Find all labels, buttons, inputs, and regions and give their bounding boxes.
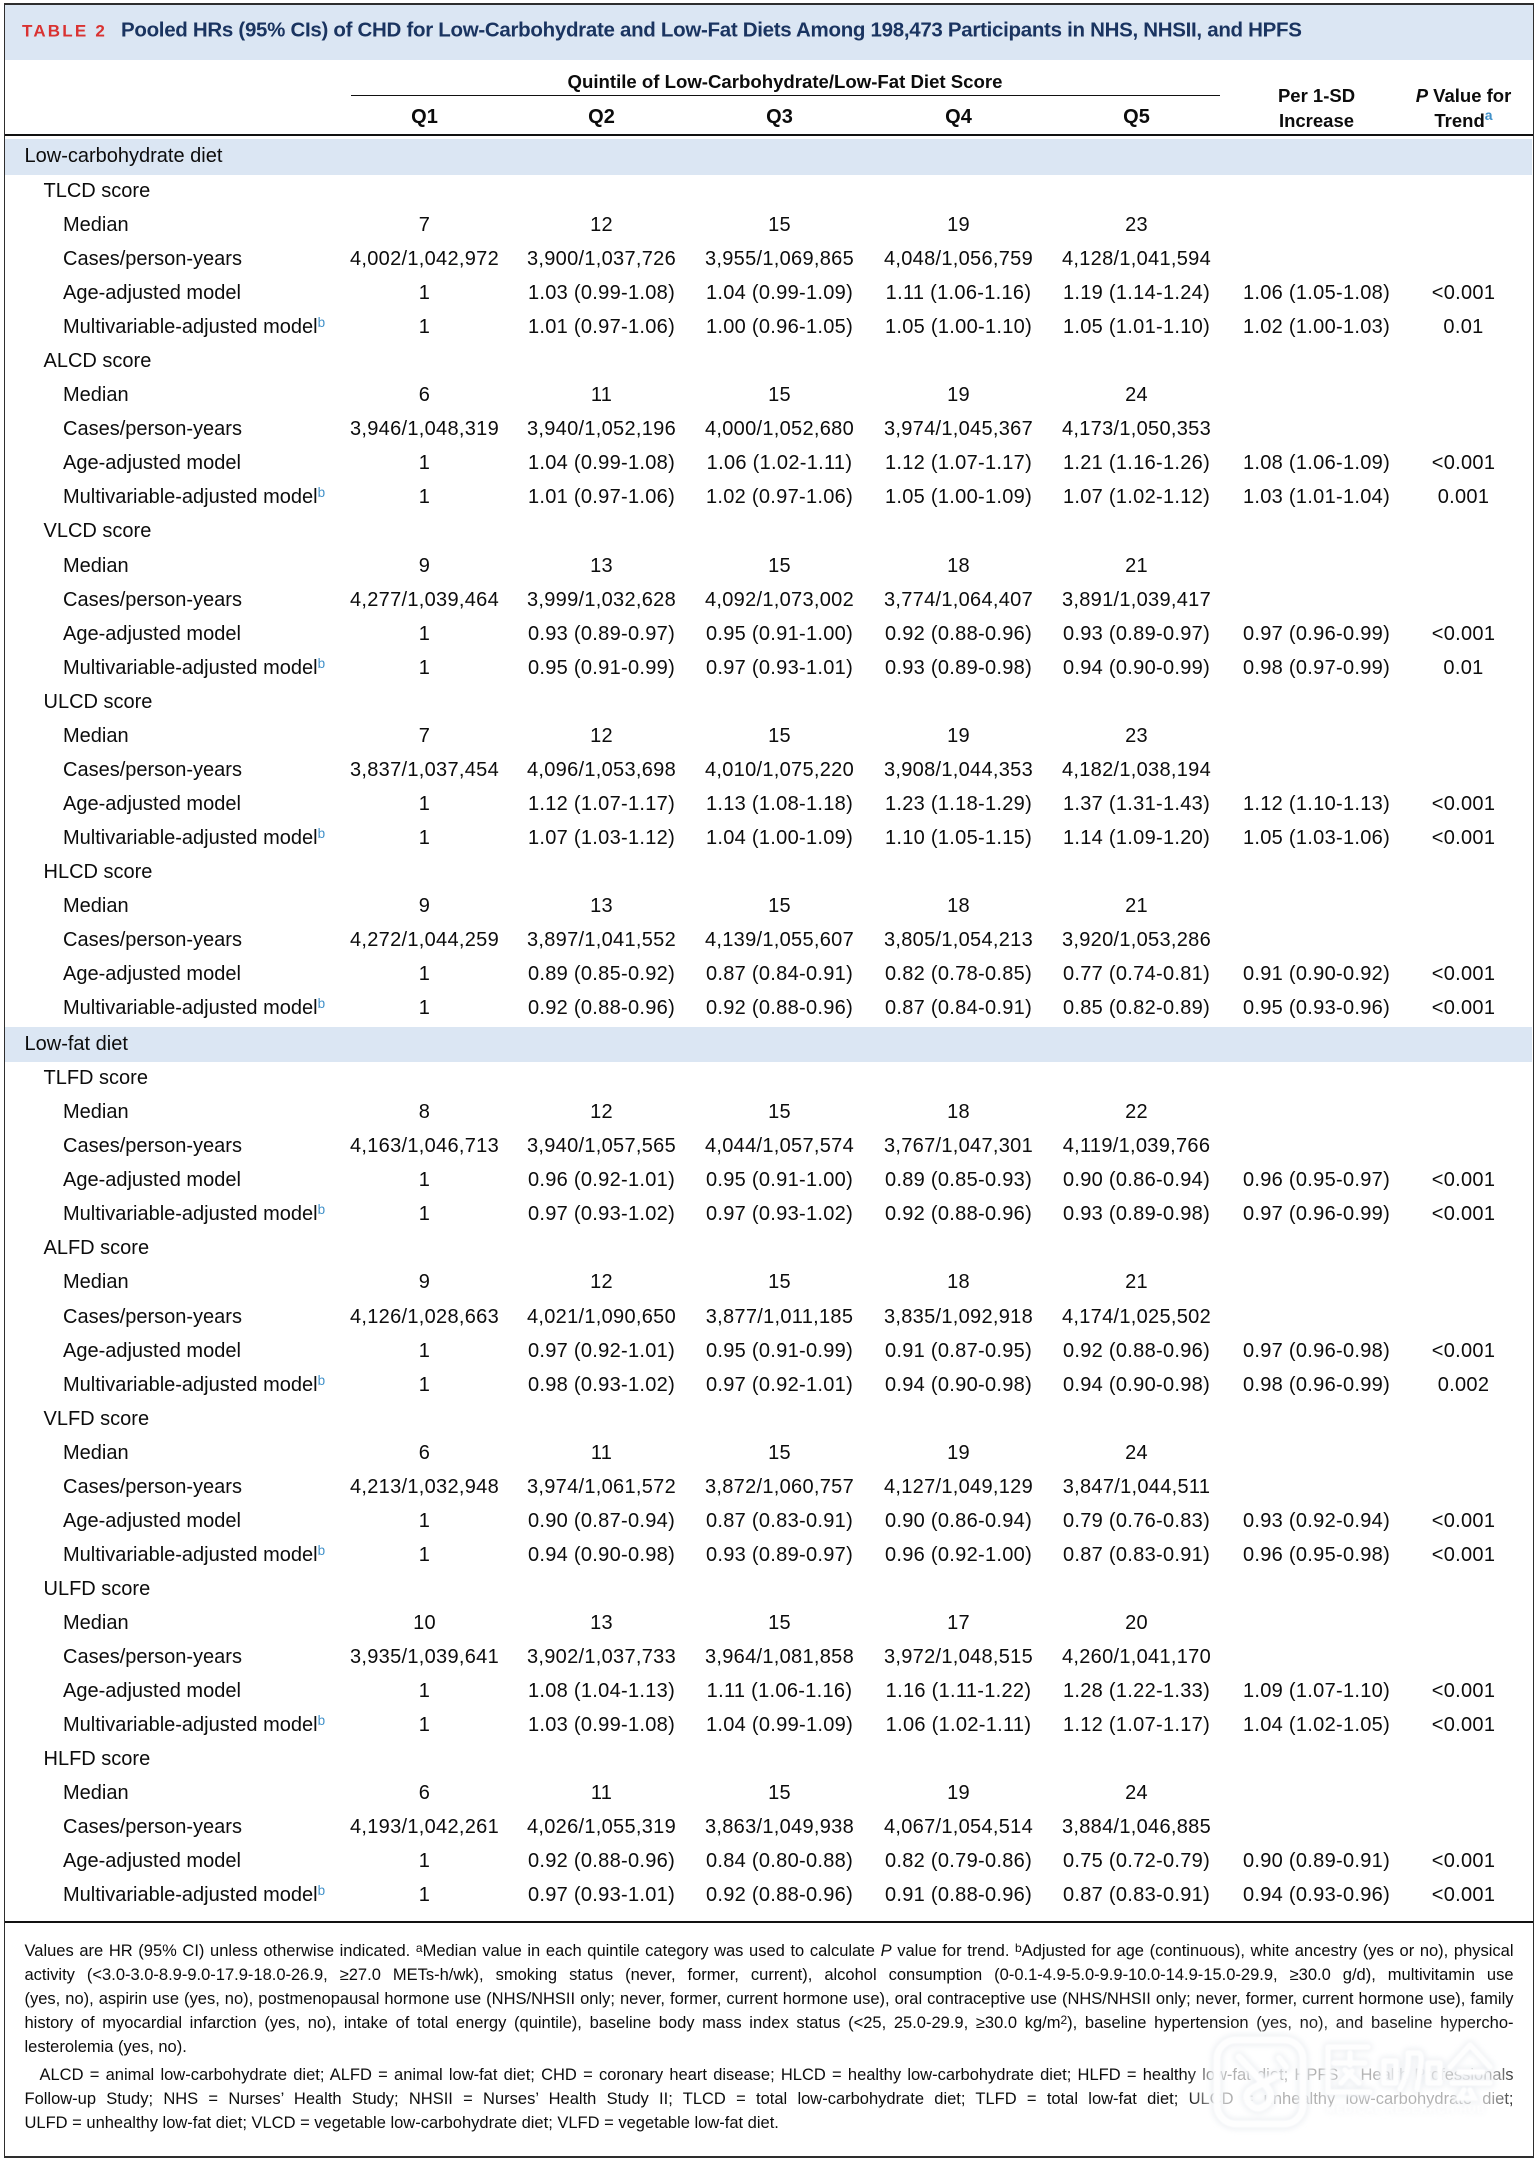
svg-text:MEDICAL RESEARCH HUB: MEDICAL RESEARCH HUB (1326, 2104, 1486, 2116)
svg-text:MEDICAL RESEARCH HUB: MEDICAL RESEARCH HUB (1326, 2104, 1486, 2116)
